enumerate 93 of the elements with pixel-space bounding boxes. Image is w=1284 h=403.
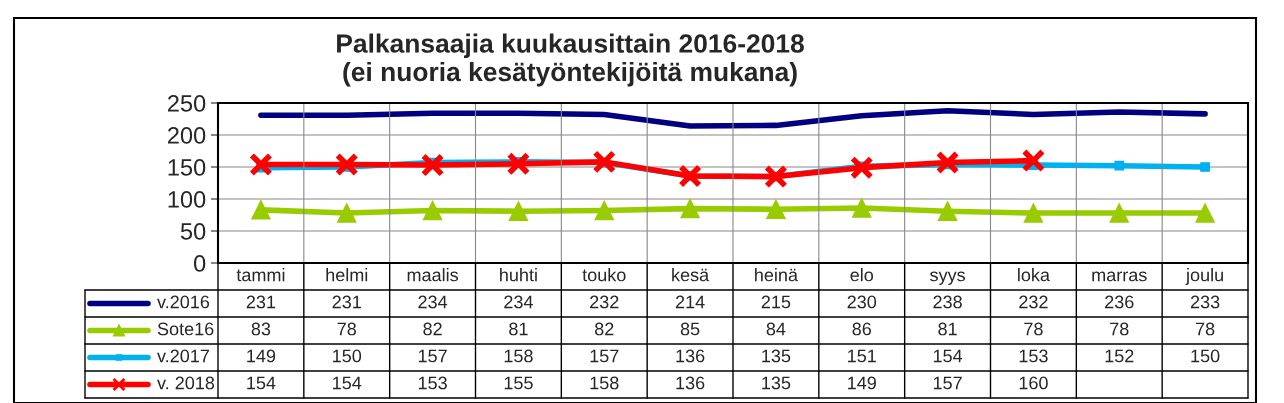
x-tick-label: huhti — [500, 268, 537, 282]
data-label: 238 — [933, 295, 962, 309]
point — [251, 200, 271, 220]
point — [249, 152, 273, 177]
x-tick-label: kesä — [672, 268, 710, 282]
point — [1021, 148, 1046, 173]
y-tick-label: 200 — [167, 127, 206, 144]
data-label: 150 — [333, 349, 362, 363]
y-tick-label: 150 — [168, 159, 206, 176]
data-label: 149 — [247, 349, 276, 363]
data-label: 82 — [423, 322, 442, 336]
y-tick-label: 0 — [193, 255, 206, 272]
data-label: 154 — [933, 349, 963, 363]
x-tick-label: joulu — [1185, 268, 1223, 285]
data-label: 150 — [1191, 349, 1220, 363]
data-label: 78 — [337, 322, 357, 336]
data-label: 158 — [504, 349, 533, 363]
point — [680, 198, 700, 219]
point — [420, 153, 445, 177]
data-label: 78 — [1110, 322, 1129, 336]
data-label: 84 — [766, 322, 786, 336]
data-label: 152 — [1105, 349, 1134, 363]
point — [1114, 160, 1125, 171]
point — [1023, 203, 1044, 223]
point — [1200, 162, 1210, 172]
data-label: 136 — [676, 376, 705, 390]
point — [422, 200, 443, 221]
point — [508, 201, 529, 221]
legend-label: v.2016 — [157, 295, 210, 309]
point — [937, 201, 958, 221]
data-label: 157 — [933, 376, 962, 390]
point — [1195, 203, 1215, 223]
point — [678, 164, 702, 188]
data-label: 234 — [504, 295, 533, 309]
point — [594, 200, 614, 221]
data-label: 234 — [418, 295, 448, 309]
x-tick-label: marras — [1092, 271, 1147, 282]
point — [852, 198, 872, 218]
data-label: 82 — [594, 322, 614, 336]
data-label: 153 — [1019, 349, 1048, 363]
x-tick-label: maalis — [407, 268, 459, 282]
legend-label: v. 2018 — [157, 376, 215, 390]
data-label: 232 — [590, 295, 619, 309]
point — [935, 150, 960, 175]
y-tick-label: 100 — [168, 191, 206, 208]
chart-title: Palkansaajia kuukausittain 2016-2018 (ei nuoria kesätyöntekijöitä mukana) — [337, 33, 804, 87]
data-label: 154 — [333, 376, 362, 390]
data-label: 135 — [762, 349, 791, 363]
x-tick-label: tammi — [236, 268, 285, 282]
data-label: 149 — [848, 376, 876, 390]
x-tick-label: heinä — [755, 268, 799, 282]
data-label: 214 — [675, 295, 705, 309]
y-tick-label: 50 — [180, 223, 206, 240]
point — [334, 152, 359, 177]
x-tick-label: touko — [582, 268, 626, 282]
x-tick-label: syys — [930, 271, 965, 285]
data-label: 154 — [247, 376, 276, 390]
data-label: 78 — [1024, 322, 1043, 336]
point — [1109, 203, 1129, 223]
point — [506, 151, 531, 176]
legend-label: Sote16 — [157, 322, 214, 336]
y-tick-label: 250 — [167, 95, 206, 112]
data-label: 236 — [1105, 295, 1134, 309]
data-label: 81 — [509, 322, 528, 336]
data-label: 153 — [418, 376, 447, 390]
data-label: 215 — [761, 295, 791, 309]
data-label: 231 — [246, 295, 276, 309]
point — [766, 199, 786, 219]
x-tick-label: elo — [850, 268, 874, 282]
data-label: 151 — [848, 349, 876, 363]
data-label: 83 — [251, 322, 271, 336]
data-label: 81 — [938, 322, 957, 336]
x-tick-label: helmi — [326, 268, 368, 282]
data-label: 135 — [762, 376, 791, 390]
point — [849, 155, 874, 180]
data-label: 157 — [590, 349, 619, 363]
data-label: 160 — [1019, 376, 1048, 390]
data-label: 232 — [1019, 295, 1048, 309]
data-label: 136 — [676, 349, 705, 363]
data-label: 233 — [1190, 295, 1220, 309]
point — [764, 164, 788, 189]
point — [337, 203, 357, 223]
data-label: 231 — [332, 295, 361, 309]
legend-label: v.2017 — [157, 349, 209, 363]
data-label: 230 — [847, 295, 877, 309]
point — [592, 150, 617, 174]
data-label: 78 — [1195, 322, 1215, 336]
data-label: 158 — [590, 376, 619, 390]
data-label: 157 — [418, 349, 447, 363]
data-label: 155 — [504, 376, 533, 390]
data-label: 85 — [680, 322, 700, 336]
x-tick-label: loka — [1018, 268, 1050, 282]
data-label: 86 — [852, 322, 871, 336]
